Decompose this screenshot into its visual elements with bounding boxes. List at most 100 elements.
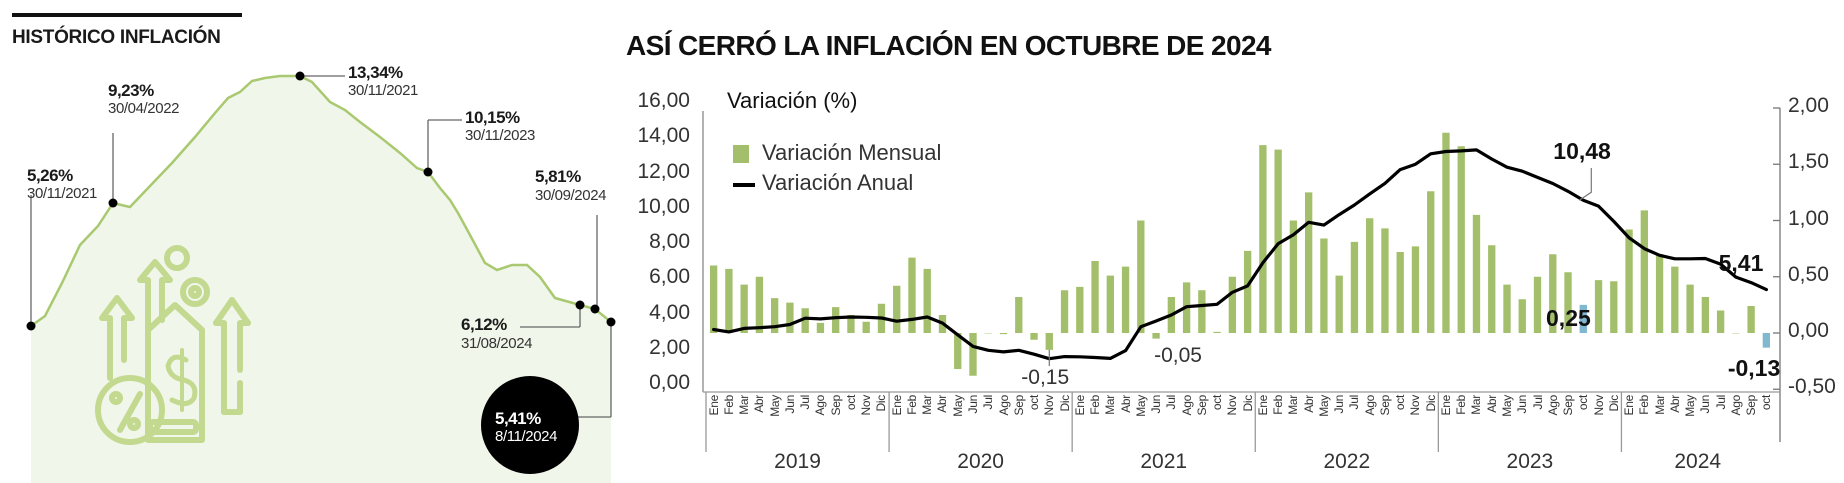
monthly-bar [1427, 191, 1435, 333]
monthly-bar [1747, 306, 1755, 333]
year-label: 2024 [1674, 450, 1722, 473]
point-marker [108, 198, 118, 208]
monthly-bar [1030, 333, 1038, 340]
monthly-bar [1320, 238, 1328, 333]
legend-swatch-annual [733, 183, 755, 187]
monthly-bar [1213, 331, 1221, 333]
highlight-value: 5,81% [535, 167, 581, 186]
point-marker [26, 321, 36, 331]
monthly-bar [908, 257, 916, 333]
monthly-bar [1304, 192, 1313, 333]
monthly-bars [709, 132, 1771, 376]
left-tick-label: 0,00 [649, 371, 690, 394]
monthly-bar [1564, 272, 1572, 333]
point-marker [606, 317, 616, 327]
year-label: 2019 [774, 450, 821, 473]
highlight-value: 13,34% [348, 63, 403, 82]
highlight-value: 5,26% [27, 166, 73, 185]
monthly-bar [1610, 281, 1618, 333]
monthly-bar [1579, 304, 1587, 333]
right-tick-label: 1,50 [1788, 150, 1829, 174]
monthly-bar [786, 302, 794, 333]
left-panel-title: HISTÓRICO INFLACIÓN [12, 27, 221, 48]
right-tick-label: 2,00 [1788, 94, 1829, 117]
monthly-bar [969, 333, 977, 376]
annual-line [712, 148, 1768, 361]
monthly-bar [770, 298, 779, 333]
left-tick-label: 10,00 [637, 194, 690, 218]
historical-area-fill [31, 76, 611, 483]
monthly-bar [1671, 266, 1679, 333]
monthly-bar [1121, 266, 1130, 333]
highlight-value: 9,23% [108, 81, 154, 100]
inflation-price-tag-arrows-icon [95, 245, 251, 445]
highlight-value: 10,15% [465, 108, 520, 127]
axes [702, 107, 1781, 452]
legend-swatch-monthly [733, 145, 749, 163]
y-axis-title: Variación (%) [727, 88, 858, 113]
monthly-bar [1518, 299, 1526, 333]
monthly-bar [1259, 145, 1267, 333]
historical-area-line [30, 74, 612, 328]
annotation-label: 5,41 [1718, 250, 1764, 276]
monthly-bar [1655, 254, 1664, 333]
historical-area-chart [26, 71, 616, 483]
left-tick-label: 16,00 [637, 89, 690, 112]
monthly-bar [954, 333, 962, 369]
monthly-bar [1411, 246, 1420, 333]
legend-label-annual: Variación Anual [762, 170, 914, 195]
monthly-bar [801, 308, 809, 333]
monthly-bar [1137, 220, 1145, 333]
monthly-bar [1076, 286, 1084, 333]
monthly-bar [1289, 220, 1298, 333]
monthly-bar [984, 333, 992, 334]
monthly-bar [1060, 290, 1069, 333]
monthly-bar [1503, 284, 1511, 333]
monthly-bar [740, 284, 748, 333]
year-label: 2022 [1323, 450, 1371, 473]
monthly-bar [1366, 218, 1374, 333]
monthly-bar [1701, 297, 1710, 333]
monthly-bar [832, 307, 840, 333]
monthly-bar [923, 268, 931, 333]
monthly-bar [1015, 297, 1023, 333]
legend-label-monthly: Variación Mensual [762, 140, 942, 165]
left-tick-label: 14,00 [637, 124, 690, 148]
year-label: 2020 [957, 450, 1004, 473]
monthly-bar [1549, 254, 1557, 333]
current-inflation-badge: 5,41% 8/11/2024 [481, 376, 579, 474]
monthly-bar [1335, 275, 1343, 333]
highlight-date: 30/04/2022 [108, 100, 180, 117]
monthly-bar [1198, 290, 1206, 333]
point-marker [295, 71, 305, 81]
monthly-bar [1640, 210, 1648, 333]
monthly-bar [755, 276, 764, 333]
highlight-value: 6,12% [461, 315, 507, 334]
annotation-label: -0,13 [1727, 355, 1781, 381]
monthly-bar [1457, 146, 1465, 333]
monthly-bar [1152, 333, 1160, 339]
title-rule [12, 13, 242, 17]
monthly-bar [1350, 241, 1359, 333]
highlight-date: 30/11/2023 [465, 127, 535, 144]
left-tick-label: 12,00 [637, 159, 690, 183]
monthly-bar [1091, 261, 1099, 333]
monthly-bar [999, 333, 1008, 335]
monthly-bar [1045, 333, 1053, 350]
monthly-bar [1732, 333, 1740, 334]
current-inflation-date: 8/11/2024 [495, 428, 558, 445]
right-tick-label: 0,50 [1788, 262, 1829, 286]
annual-variation-line [712, 148, 1768, 361]
highlight-date: 30/11/2021 [27, 185, 97, 202]
year-label: 2023 [1506, 450, 1554, 473]
annotation-label: -0,15 [1021, 366, 1070, 389]
right-tick-label: -0,50 [1788, 375, 1836, 399]
right-tick-label: 1,00 [1788, 206, 1829, 230]
left-tick-label: 8,00 [649, 230, 690, 253]
monthly-bar [1533, 276, 1542, 333]
point-marker [590, 304, 600, 314]
monthly-bar [709, 265, 718, 333]
monthly-bar [1442, 132, 1450, 333]
left-tick-label: 6,00 [649, 265, 690, 289]
